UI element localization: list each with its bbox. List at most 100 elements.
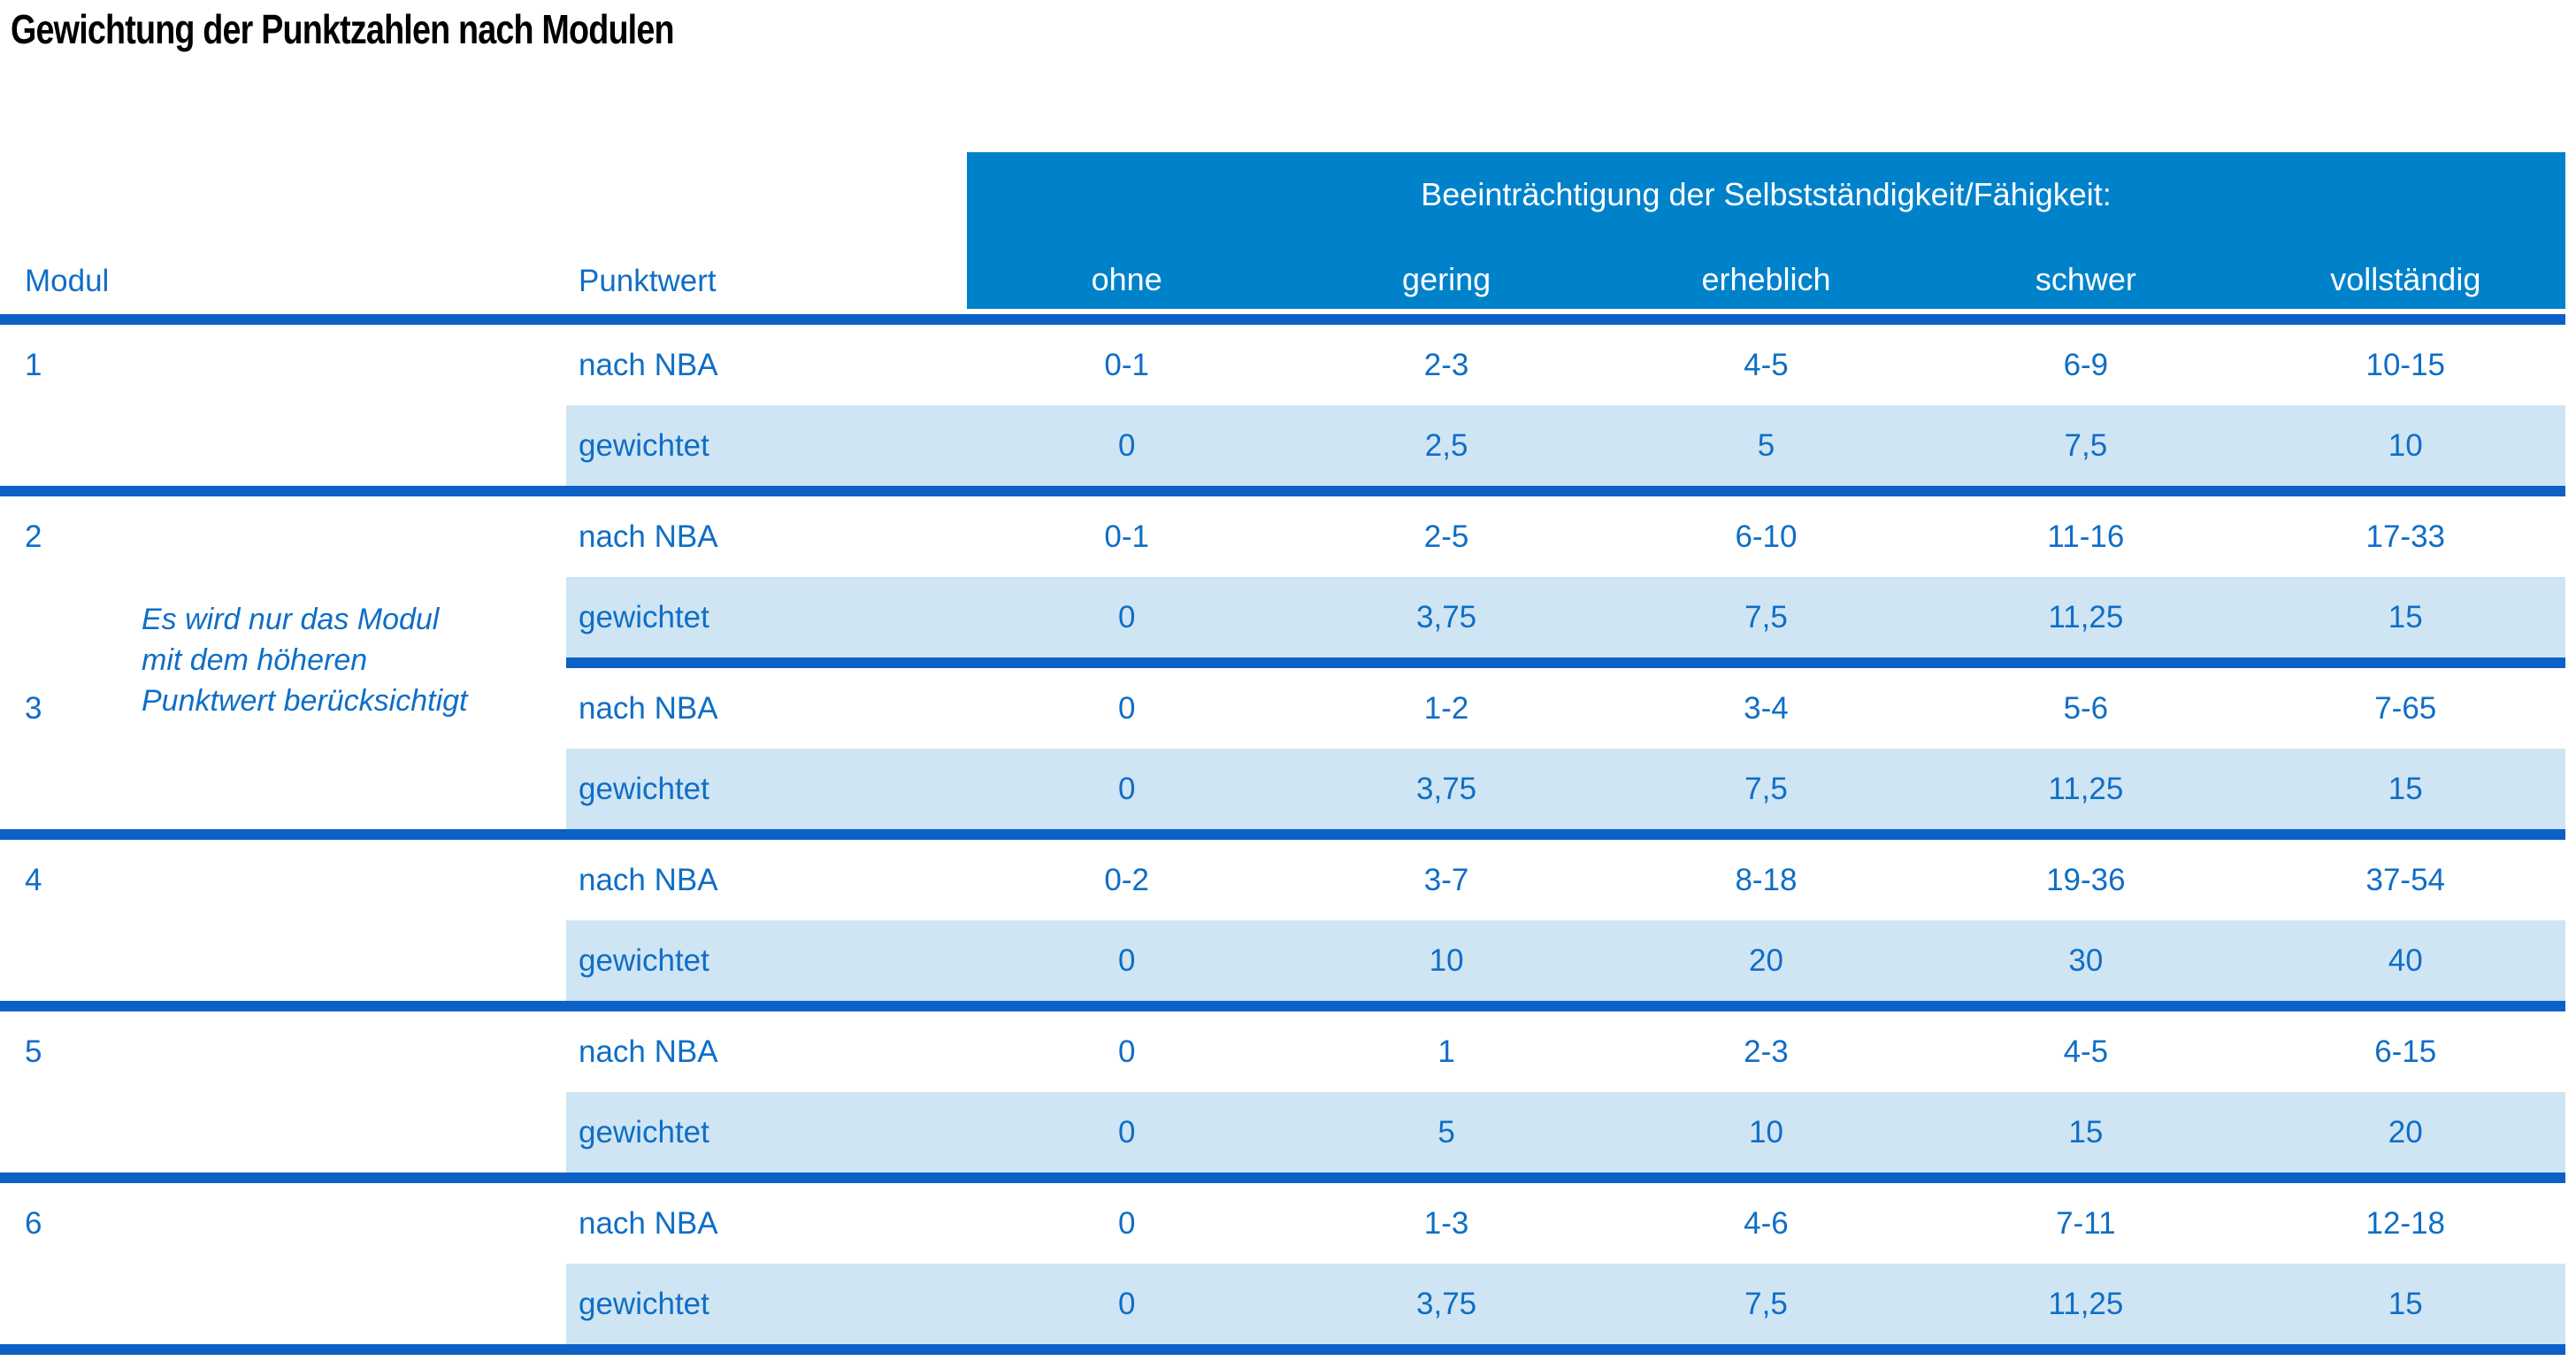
value-cell: 7,5 xyxy=(1744,771,1788,806)
module-block-4: 4 nach NBA 0-2 3-7 8-18 19-36 37-54 gewi… xyxy=(0,840,2565,1001)
value-cell: 0-2 xyxy=(1104,862,1149,897)
separator xyxy=(0,314,2565,325)
value-cell: 15 xyxy=(2388,599,2423,634)
value-cell: 20 xyxy=(2388,1114,2423,1150)
value-cell: 8-18 xyxy=(1735,862,1798,897)
table-row: gewichtet 0 3,75 7,5 11,25 15 xyxy=(0,577,2565,657)
module-number: 1 xyxy=(25,347,42,382)
severity-labels: ohne gering erheblich schwer vollständig xyxy=(967,261,2565,298)
value-cell: 0 xyxy=(1117,427,1136,463)
value-cell: 7-65 xyxy=(2374,690,2437,726)
module-block-1: 1 nach NBA 0-1 2-3 4-5 6-9 10-15 gewicht… xyxy=(0,325,2565,486)
table-row: gewichtet 0 2,5 5 7,5 10 xyxy=(0,405,2565,486)
module-block-3: 3 nach NBA 0 1-2 3-4 5-6 7-65 gewichtet … xyxy=(0,668,2565,829)
value-cell: 5 xyxy=(1438,1114,1455,1150)
value-cell: 0 xyxy=(1117,1286,1136,1321)
value-cell: 11,25 xyxy=(2048,599,2124,634)
value-cell: 11-16 xyxy=(2047,519,2125,554)
value-cell: 7,5 xyxy=(1744,599,1788,634)
row-label: gewichtet xyxy=(579,1114,709,1150)
module-number: 2 xyxy=(25,519,42,554)
weighting-table: Modul Punktwert Beeinträchtigung der Sel… xyxy=(0,152,2565,1355)
table-row: 1 nach NBA 0-1 2-3 4-5 6-9 10-15 xyxy=(0,325,2565,405)
module-number: 4 xyxy=(25,862,42,897)
value-cell: 0-1 xyxy=(1104,347,1149,382)
value-cell: 0-1 xyxy=(1104,519,1149,554)
value-cell: 2,5 xyxy=(1424,427,1468,463)
value-cell: 3-4 xyxy=(1744,690,1789,726)
value-cell: 7,5 xyxy=(1744,1286,1788,1321)
row-label: nach NBA xyxy=(579,1034,718,1069)
module-number: 6 xyxy=(25,1205,42,1241)
severity-label-vollstaendig: vollständig xyxy=(2330,261,2481,297)
severity-header-block: Beeinträchtigung der Selbstständigkeit/F… xyxy=(967,152,2565,309)
table-row: gewichtet 0 3,75 7,5 11,25 15 xyxy=(0,1264,2565,1344)
value-cell: 2-3 xyxy=(1423,347,1469,382)
row-label: gewichtet xyxy=(579,942,709,978)
separator xyxy=(0,829,2565,840)
value-cell: 3,75 xyxy=(1416,1286,1477,1321)
table-row: 5 nach NBA 0 1 2-3 4-5 6-15 xyxy=(0,1011,2565,1092)
value-cell: 0 xyxy=(1117,599,1136,634)
value-cell: 0 xyxy=(1117,1114,1136,1150)
row-label: nach NBA xyxy=(579,690,718,726)
table-header: Modul Punktwert Beeinträchtigung der Sel… xyxy=(0,152,2565,311)
value-cell: 2-3 xyxy=(1744,1034,1789,1069)
row-label: nach NBA xyxy=(579,519,718,554)
value-cell: 15 xyxy=(2388,771,2423,806)
value-cell: 1-3 xyxy=(1423,1205,1469,1241)
column-header-modul: Modul xyxy=(25,264,110,298)
module-number: 3 xyxy=(25,690,42,726)
value-cell: 6-9 xyxy=(2063,347,2109,382)
row-label: nach NBA xyxy=(579,862,718,897)
row-label: nach NBA xyxy=(579,347,718,382)
value-cell: 5 xyxy=(1757,427,1775,463)
note-line: mit dem höheren xyxy=(142,643,368,677)
value-cell: 15 xyxy=(2388,1286,2423,1321)
table-row: gewichtet 0 10 20 30 40 xyxy=(0,920,2565,1001)
row-label: gewichtet xyxy=(579,771,709,806)
value-cell: 7-11 xyxy=(2056,1205,2116,1241)
value-cell: 7,5 xyxy=(2064,427,2108,463)
severity-label-gering: gering xyxy=(1402,261,1491,297)
note-line: Es wird nur das Modul xyxy=(142,603,440,636)
page-title: Gewichtung der Punktzahlen nach Modulen xyxy=(11,6,675,52)
module-block-5: 5 nach NBA 0 1 2-3 4-5 6-15 gewichtet 0 … xyxy=(0,1011,2565,1173)
module-number: 5 xyxy=(25,1034,42,1069)
value-cell: 6-15 xyxy=(2374,1034,2437,1069)
value-cell: 1 xyxy=(1438,1034,1455,1069)
note-line: Punktwert berücksichtigt xyxy=(142,684,468,718)
value-cell: 10 xyxy=(1429,942,1464,978)
value-cell: 19-36 xyxy=(2046,862,2126,897)
row-label: gewichtet xyxy=(579,427,709,463)
table-row: gewichtet 0 3,75 7,5 11,25 15 xyxy=(0,749,2565,829)
group-header-label: Beeinträchtigung der Selbstständigkeit/F… xyxy=(1421,176,2112,212)
separator xyxy=(0,1344,2565,1355)
value-cell: 4-5 xyxy=(2063,1034,2109,1069)
value-cell: 30 xyxy=(2068,942,2104,978)
severity-label-ohne: ohne xyxy=(1091,261,1162,297)
row-label: gewichtet xyxy=(579,599,709,634)
separator xyxy=(0,1001,2565,1011)
row-label: nach NBA xyxy=(579,1205,718,1241)
value-cell: 10 xyxy=(2388,427,2423,463)
table-row: gewichtet 0 5 10 15 20 xyxy=(0,1092,2565,1173)
value-cell: 10-15 xyxy=(2365,347,2446,382)
value-cell: 3,75 xyxy=(1416,599,1477,634)
value-cell: 4-5 xyxy=(1744,347,1789,382)
value-cell: 0 xyxy=(1117,1034,1136,1069)
value-cell: 5-6 xyxy=(2063,690,2109,726)
value-cell: 0 xyxy=(1117,771,1136,806)
value-cell: 4-6 xyxy=(1744,1205,1789,1241)
value-cell: 17-33 xyxy=(2365,519,2446,554)
row-label: gewichtet xyxy=(579,1286,709,1321)
separator xyxy=(566,657,2565,668)
value-cell: 37-54 xyxy=(2365,862,2446,897)
module-block-2: 2 nach NBA 0-1 2-5 6-10 11-16 17-33 gewi… xyxy=(0,496,2565,657)
severity-label-erheblich: erheblich xyxy=(1701,261,1831,297)
table-row: 2 nach NBA 0-1 2-5 6-10 11-16 17-33 xyxy=(0,496,2565,577)
module-block-6: 6 nach NBA 0 1-3 4-6 7-11 12-18 gewichte… xyxy=(0,1183,2565,1344)
value-cell: 20 xyxy=(1749,942,1783,978)
table-row: 4 nach NBA 0-2 3-7 8-18 19-36 37-54 xyxy=(0,840,2565,920)
